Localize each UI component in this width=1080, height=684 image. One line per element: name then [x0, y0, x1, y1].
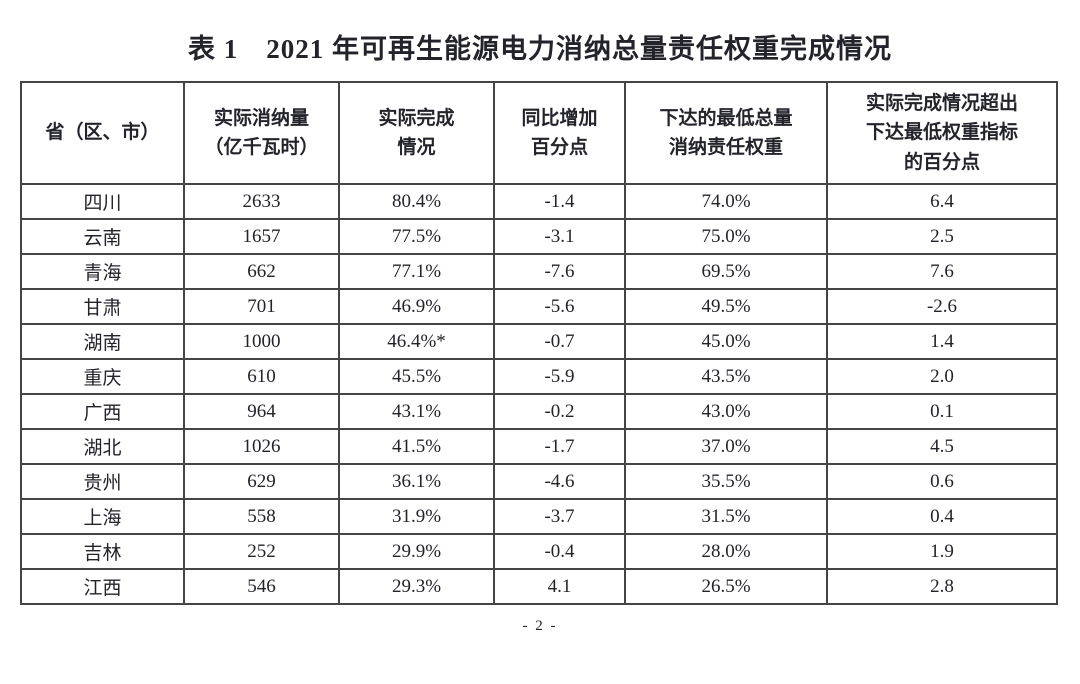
value-cell: 610 [183, 358, 340, 395]
value-cell: -5.9 [493, 358, 626, 395]
column-header-2: 实际完成 情况 [338, 81, 495, 185]
value-cell: 46.4%* [338, 323, 495, 360]
value-cell: -3.7 [493, 498, 626, 535]
province-cell: 青海 [20, 253, 185, 290]
value-cell: 45.5% [338, 358, 495, 395]
value-cell: -1.7 [493, 428, 626, 465]
column-header-4: 下达的最低总量 消纳责任权重 [624, 81, 828, 185]
value-cell: 964 [183, 393, 340, 430]
value-cell: 31.9% [338, 498, 495, 535]
header-row: 省（区、市） 实际消纳量 （亿千瓦时） 实际完成 情况 同比增加 百分点 下达的最低总量 消纳责… [20, 81, 1058, 185]
value-cell: -0.4 [493, 533, 626, 570]
value-cell: 1.9 [826, 533, 1058, 570]
value-cell: 558 [183, 498, 340, 535]
column-header-5: 实际完成情况超出 下达最低权重指标 的百分点 [826, 81, 1058, 185]
value-cell: 77.1% [338, 253, 495, 290]
value-cell: 36.1% [338, 463, 495, 500]
province-cell: 广西 [20, 393, 185, 430]
column-header-1: 实际消纳量 （亿千瓦时） [183, 81, 340, 185]
value-cell: -2.6 [826, 288, 1058, 325]
table-row: 广西 964 43.1% -0.2 43.0% 0.1 [20, 393, 1058, 430]
value-cell: 29.9% [338, 533, 495, 570]
value-cell: 546 [183, 568, 340, 605]
value-cell: 2.0 [826, 358, 1058, 395]
value-cell: 1657 [183, 218, 340, 255]
value-cell: 2.8 [826, 568, 1058, 605]
value-cell: 29.3% [338, 568, 495, 605]
province-cell: 江西 [20, 568, 185, 605]
value-cell: -7.6 [493, 253, 626, 290]
province-cell: 贵州 [20, 463, 185, 500]
table-row: 贵州 629 36.1% -4.6 35.5% 0.6 [20, 463, 1058, 500]
value-cell: -3.1 [493, 218, 626, 255]
value-cell: 2633 [183, 183, 340, 220]
province-cell: 四川 [20, 183, 185, 220]
value-cell: 1.4 [826, 323, 1058, 360]
table-row: 四川 2633 80.4% -1.4 74.0% 6.4 [20, 183, 1058, 220]
value-cell: 26.5% [624, 568, 828, 605]
value-cell: 43.0% [624, 393, 828, 430]
value-cell: 1000 [183, 323, 340, 360]
value-cell: 4.1 [493, 568, 626, 605]
value-cell: -0.7 [493, 323, 626, 360]
province-cell: 上海 [20, 498, 185, 535]
value-cell: 43.5% [624, 358, 828, 395]
value-cell: 49.5% [624, 288, 828, 325]
value-cell: 37.0% [624, 428, 828, 465]
value-cell: 45.0% [624, 323, 828, 360]
province-cell: 湖北 [20, 428, 185, 465]
value-cell: 0.6 [826, 463, 1058, 500]
province-cell: 甘肃 [20, 288, 185, 325]
province-cell: 重庆 [20, 358, 185, 395]
table-row: 吉林 252 29.9% -0.4 28.0% 1.9 [20, 533, 1058, 570]
value-cell: -0.2 [493, 393, 626, 430]
column-header-3: 同比增加 百分点 [493, 81, 626, 185]
value-cell: 46.9% [338, 288, 495, 325]
value-cell: -1.4 [493, 183, 626, 220]
page-number: - 2 - [522, 618, 558, 634]
value-cell: 31.5% [624, 498, 828, 535]
table-body: 四川 2633 80.4% -1.4 74.0% 6.4 云南 1657 77.5% -3.1 75… [20, 183, 1058, 605]
province-cell: 湖南 [20, 323, 185, 360]
value-cell: 6.4 [826, 183, 1058, 220]
value-cell: 74.0% [624, 183, 828, 220]
value-cell: 2.5 [826, 218, 1058, 255]
value-cell: 252 [183, 533, 340, 570]
value-cell: 1026 [183, 428, 340, 465]
value-cell: 0.1 [826, 393, 1058, 430]
value-cell: 35.5% [624, 463, 828, 500]
table-row: 上海 558 31.9% -3.7 31.5% 0.4 [20, 498, 1058, 535]
table-title: 表 1 2021 年可再生能源电力消纳总量责任权重完成情况 [188, 34, 892, 64]
value-cell: 28.0% [624, 533, 828, 570]
value-cell: 41.5% [338, 428, 495, 465]
province-cell: 云南 [20, 218, 185, 255]
value-cell: 662 [183, 253, 340, 290]
value-cell: 43.1% [338, 393, 495, 430]
table-row: 云南 1657 77.5% -3.1 75.0% 2.5 [20, 218, 1058, 255]
value-cell: 629 [183, 463, 340, 500]
value-cell: 7.6 [826, 253, 1058, 290]
table-row: 江西 546 29.3% 4.1 26.5% 2.8 [20, 568, 1058, 605]
value-cell: 69.5% [624, 253, 828, 290]
value-cell: 0.4 [826, 498, 1058, 535]
table-row: 甘肃 701 46.9% -5.6 49.5% -2.6 [20, 288, 1058, 325]
value-cell: 80.4% [338, 183, 495, 220]
value-cell: 701 [183, 288, 340, 325]
value-cell: 75.0% [624, 218, 828, 255]
table-row: 湖北 1026 41.5% -1.7 37.0% 4.5 [20, 428, 1058, 465]
table-row: 青海 662 77.1% -7.6 69.5% 7.6 [20, 253, 1058, 290]
value-cell: 77.5% [338, 218, 495, 255]
value-cell: -4.6 [493, 463, 626, 500]
column-header-0: 省（区、市） [20, 81, 185, 185]
value-cell: 4.5 [826, 428, 1058, 465]
table-header: 省（区、市） 实际消纳量 （亿千瓦时） 实际完成 情况 同比增加 百分点 下达的最低总量 消纳责… [20, 81, 1058, 185]
province-cell: 吉林 [20, 533, 185, 570]
table-row: 湖南 1000 46.4%* -0.7 45.0% 1.4 [20, 323, 1058, 360]
value-cell: -5.6 [493, 288, 626, 325]
table-row: 重庆 610 45.5% -5.9 43.5% 2.0 [20, 358, 1058, 395]
consumption-table: 省（区、市） 实际消纳量 （亿千瓦时） 实际完成 情况 同比增加 百分点 下达的最低总量 消纳责… [20, 81, 1058, 605]
